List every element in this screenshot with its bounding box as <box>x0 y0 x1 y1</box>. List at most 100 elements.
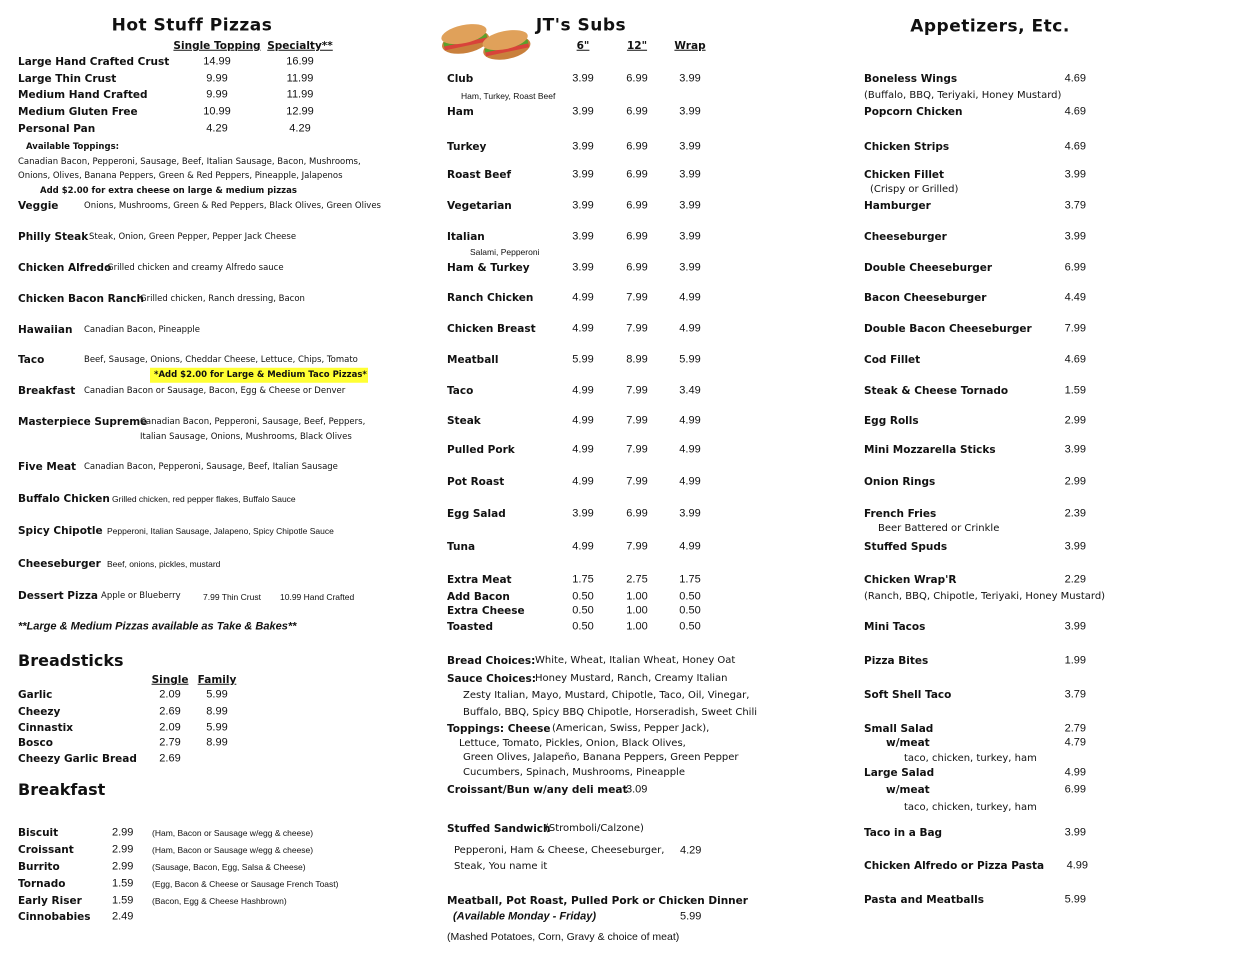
sub-name: Tuna <box>447 540 476 553</box>
sub-price-wrap: 4.99 <box>679 540 701 553</box>
extra-cheese-note: Add $2.00 for extra cheese on large & me… <box>40 185 297 196</box>
sub-price-12in: 2.75 <box>626 573 648 586</box>
specialty-pizza-description: Beef, Sausage, Onions, Cheddar Cheese, L… <box>84 354 358 365</box>
appetizer-price: 2.29 <box>1064 573 1086 586</box>
specialty-pizza-description: Grilled chicken and creamy Alfredo sauce <box>107 262 284 273</box>
pizza-size-name: Medium Gluten Free <box>18 105 138 118</box>
sub-name: Vegetarian <box>447 199 512 212</box>
sub-name: Turkey <box>447 140 487 153</box>
dessert-price-hand-crafted: 10.99 Hand Crafted <box>280 591 355 602</box>
breadstick-name: Bosco <box>18 736 53 749</box>
appetizer-name: Soft Shell Taco <box>864 688 952 701</box>
specialty-pizza-name: Philly Steak <box>18 230 89 243</box>
single-topping-price: 14.99 <box>203 55 231 68</box>
breakfast-item-description: (Egg, Bacon & Cheese or Sausage French T… <box>152 878 339 889</box>
sub-price-12in: 1.00 <box>626 604 648 617</box>
appetizer-price: 4.49 <box>1064 291 1086 304</box>
sub-price-12in: 7.99 <box>626 322 648 335</box>
choice-text: White, Wheat, Italian Wheat, Honey Oat <box>535 655 736 666</box>
sub-name: Ranch Chicken <box>447 291 534 304</box>
appetizer-price: 3.99 <box>1064 540 1086 553</box>
sub-name: Taco <box>447 384 474 397</box>
breakfast-item-description: (Bacon, Egg & Cheese Hashbrown) <box>152 895 287 906</box>
appetizer-name: Onion Rings <box>864 475 936 488</box>
sub-price-6in: 3.99 <box>572 105 594 118</box>
sub-price-wrap: 4.99 <box>679 475 701 488</box>
sub-price-12in: 1.00 <box>626 590 648 603</box>
appetizer-price: 4.69 <box>1064 353 1086 366</box>
appetizer-name: Boneless Wings <box>864 72 958 85</box>
sub-price-wrap: 3.99 <box>679 199 701 212</box>
sub-price-12in: 7.99 <box>626 475 648 488</box>
breakfast-item-name: Croissant <box>18 843 74 856</box>
specialty-pizza-description: Canadian Bacon or Sausage, Bacon, Egg & … <box>84 385 346 396</box>
appetizer-price: 2.79 <box>1064 722 1086 735</box>
sub-price-6in: 4.99 <box>572 291 594 304</box>
appetizer-price: 4.99 <box>1066 859 1088 872</box>
breakfast-item-price: 2.99 <box>112 860 134 873</box>
sub-name: Pulled Pork <box>447 443 515 456</box>
breadstick-single-price: 2.69 <box>159 705 181 718</box>
column-header: 6" <box>576 39 590 52</box>
breakfast-item-name: Early Riser <box>18 894 82 907</box>
sub-name: Ham & Turkey <box>447 261 530 274</box>
specialty-pizza-name: Masterpiece Supreme <box>18 415 148 428</box>
stuffed-sandwich-options: Steak, You name it <box>454 861 548 872</box>
appetizer-price: 3.99 <box>1064 230 1086 243</box>
breadstick-single-price: 2.79 <box>159 736 181 749</box>
single-topping-price: 10.99 <box>203 105 231 118</box>
column-header: Specialty** <box>267 39 333 52</box>
specialty-pizza-description: Grilled chicken, red pepper flakes, Buff… <box>112 493 296 504</box>
specialty-pizza-name: Chicken Bacon Ranch <box>18 292 144 305</box>
breadstick-family-price: 5.99 <box>206 721 228 734</box>
specialty-price: 4.29 <box>289 122 311 135</box>
sub-price-wrap: 4.99 <box>679 322 701 335</box>
choice-text: Buffalo, BBQ, Spicy BBQ Chipotle, Horser… <box>463 707 757 718</box>
column-header: Single Topping <box>173 39 261 52</box>
sub-price-6in: 1.75 <box>572 573 594 586</box>
sub-description: Ham, Turkey, Roast Beef <box>461 90 556 101</box>
section-title-subs: JT's Subs <box>535 15 627 36</box>
breakfast-item-price: 2.99 <box>112 843 134 856</box>
appetizer-name: Stuffed Spuds <box>864 540 948 553</box>
sub-price-wrap: 3.99 <box>679 140 701 153</box>
specialty-pizza-description: Steak, Onion, Green Pepper, Pepper Jack … <box>89 231 297 242</box>
sub-price-6in: 4.99 <box>572 414 594 427</box>
section-title-pizzas: Hot Stuff Pizzas <box>111 15 273 36</box>
croissant-item-price: 3.09 <box>626 783 648 796</box>
breakfast-item-price: 2.49 <box>112 910 134 923</box>
breakfast-item-name: Burrito <box>18 860 60 873</box>
appetizer-name: Steak & Cheese Tornado <box>864 384 1009 397</box>
sub-price-6in: 4.99 <box>572 443 594 456</box>
choice-text: Honey Mustard, Ranch, Creamy Italian <box>535 673 728 684</box>
appetizer-description: (Buffalo, BBQ, Teriyaki, Honey Mustard) <box>864 90 1062 101</box>
pizza-size-name: Medium Hand Crafted <box>18 88 148 101</box>
appetizer-description: taco, chicken, turkey, ham <box>904 753 1037 764</box>
appetizer-name: Chicken Wrap'R <box>864 573 957 586</box>
appetizer-name: Double Bacon Cheeseburger <box>864 322 1032 335</box>
specialty-pizza-name: Hawaiian <box>18 323 73 336</box>
specialty-pizza-description: Canadian Bacon, Pineapple <box>84 324 201 335</box>
sub-description: Salami, Pepperoni <box>470 246 540 257</box>
sub-name: Extra Cheese <box>447 604 525 617</box>
breadstick-family-price: 5.99 <box>206 688 228 701</box>
appetizer-price: 2.99 <box>1064 475 1086 488</box>
appetizer-name: Mini Mozzarella Sticks <box>864 443 996 456</box>
breadstick-name: Cheezy <box>18 705 61 718</box>
appetizer-price: 3.99 <box>1064 826 1086 839</box>
sub-price-6in: 4.99 <box>572 322 594 335</box>
breadstick-single-price: 2.09 <box>159 721 181 734</box>
choice-text: Zesty Italian, Mayo, Mustard, Chipotle, … <box>463 690 750 701</box>
sub-price-wrap: 1.75 <box>679 573 701 586</box>
column-header: Single <box>151 673 189 686</box>
appetizer-price: 3.99 <box>1064 168 1086 181</box>
appetizer-name: Cheeseburger <box>864 230 947 243</box>
breakfast-item-price: 1.59 <box>112 894 134 907</box>
appetizer-price: 4.79 <box>1064 736 1086 749</box>
specialty-pizza-description: Grilled chicken, Ranch dressing, Bacon <box>140 293 305 304</box>
sub-name: Roast Beef <box>447 168 512 181</box>
sub-price-6in: 0.50 <box>572 620 594 633</box>
specialty-pizza-description: Italian Sausage, Onions, Mushrooms, Blac… <box>140 431 352 442</box>
sub-price-wrap: 3.99 <box>679 72 701 85</box>
